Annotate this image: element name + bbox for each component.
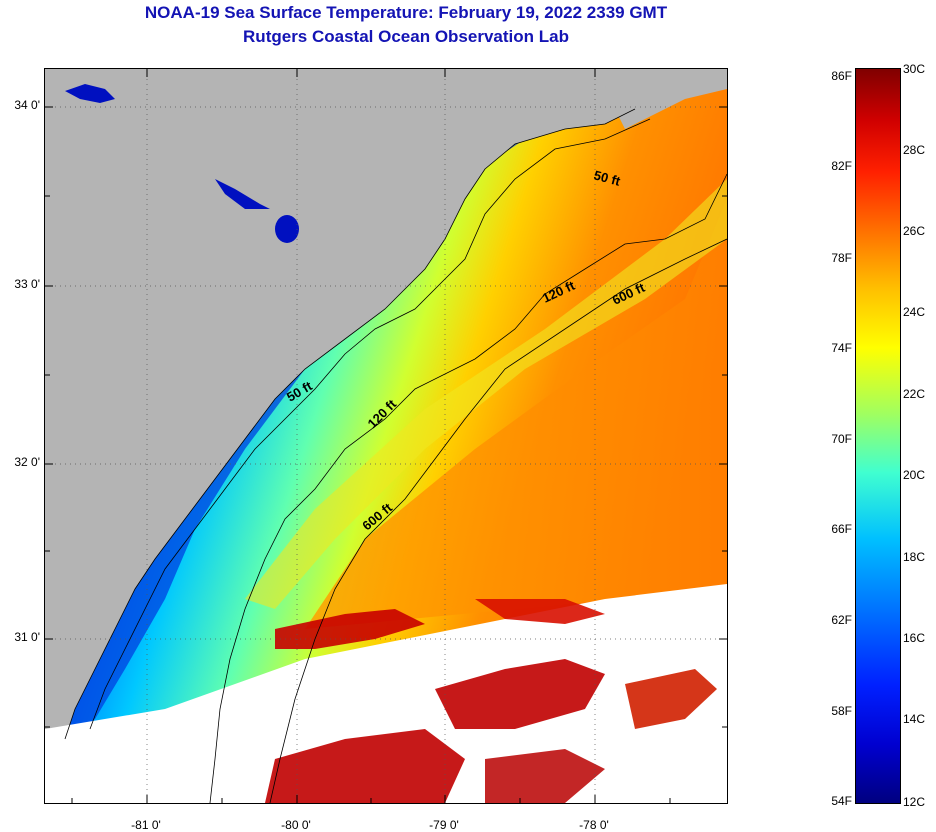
colorbar-celsius-label: 26C [903,224,926,238]
colorbar-celsius-label: 20C [903,468,926,482]
colorbar-fahrenheit-label: 58F [831,704,852,718]
inland-river [215,179,270,209]
temperature-colorbar [855,68,901,804]
latitude-label: 33 0' [14,277,40,291]
colorbar-fahrenheit-label: 86F [831,69,852,83]
isobath-600ft [269,238,727,803]
warm-patch [265,729,465,803]
longitude-label: -79 0' [429,818,459,832]
warm-patch [475,599,605,624]
map-title: NOAA-19 Sea Surface Temperature: Februar… [144,3,668,22]
longitude-label: -81 0' [131,818,161,832]
cloud-mask [45,584,727,803]
coastline [64,108,636,740]
warm-patch [435,659,605,729]
warm-patch [625,669,717,729]
longitude-label: -78 0' [579,818,609,832]
colorbar-celsius-label: 16C [903,631,926,645]
warm-patch [485,749,605,803]
sst-map-canvas: 50 ft 50 ft 120 ft 120 ft 600 ft 600 ft [45,69,727,803]
colorbar-fahrenheit-label: 66F [831,522,852,536]
warm-patch [275,609,425,649]
colorbar-fahrenheit-label: 78F [831,251,852,265]
inland-lake [275,215,299,243]
colorbar-fahrenheit-label: 74F [831,341,852,355]
inland-water [65,84,115,103]
land-mass [45,69,635,759]
sst-map: 50 ft 50 ft 120 ft 120 ft 600 ft 600 ft [44,68,728,804]
longitude-label: -80 0' [281,818,311,832]
colorbar-fahrenheit-label: 82F [831,159,852,173]
graticule [45,69,727,803]
latitude-label: 31 0' [14,630,40,644]
isobath-50ft [89,118,651,730]
colorbar-celsius-label: 12C [903,795,926,809]
colorbar-celsius-label: 18C [903,550,926,564]
colorbar-celsius-label: 14C [903,712,926,726]
contour-label: 50 ft [592,167,622,189]
latitude-label: 34 0' [14,98,40,112]
land-mass-north [600,69,727,129]
colorbar-celsius-label: 30C [903,62,926,76]
colorbar-celsius-label: 28C [903,143,926,157]
colorbar-fahrenheit-label: 62F [831,613,852,627]
map-subtitle: Rutgers Coastal Ocean Observation Lab [243,27,569,46]
isobath-120ft [209,173,727,803]
axis-ticks [45,69,727,803]
latitude-label: 32 0' [14,455,40,469]
colorbar-fahrenheit-label: 70F [831,432,852,446]
colorbar-celsius-label: 22C [903,387,926,401]
colorbar-celsius-label: 24C [903,305,926,319]
transition-band [245,179,727,609]
colorbar-fahrenheit-label: 54F [831,794,852,808]
gulf-stream-warm-water [305,199,727,629]
